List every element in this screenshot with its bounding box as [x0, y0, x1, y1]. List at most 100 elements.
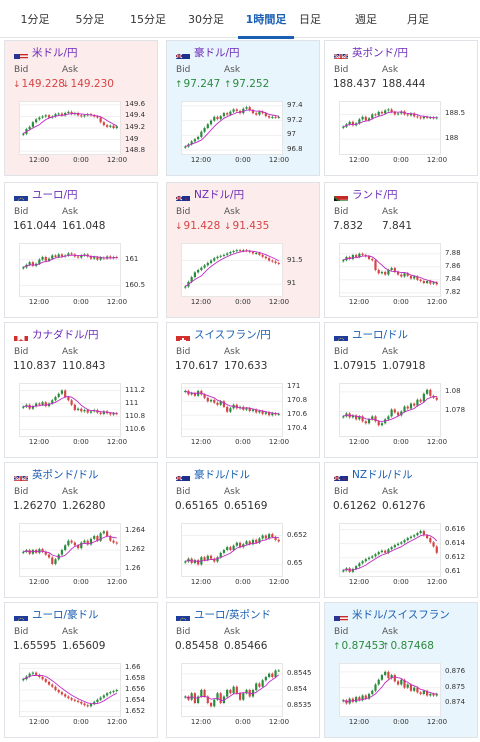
candle-body: [367, 693, 371, 699]
currency-card[interactable]: NZドル/円 Bid Ask ↓91.428 ↓91.435 91.5 91 12:00 0:0…: [166, 182, 320, 318]
y-tick-label: 0.65: [287, 559, 303, 568]
candle-body: [219, 116, 222, 120]
bid-value-group: 0.61262: [333, 500, 376, 512]
y-tick-label: 1.262: [125, 545, 146, 553]
pair-name-link[interactable]: NZドル/ドル: [352, 469, 413, 481]
ask-value: 0.61276: [382, 500, 426, 512]
currency-card[interactable]: 豪ドル/ドル Bid Ask 0.65165 0.65169 0.652 0.65 12:00…: [166, 462, 320, 598]
pair-name-link[interactable]: ユーロ/円: [32, 189, 78, 201]
currency-card[interactable]: ユーロ/英ポンド Bid Ask 0.85458 0.85466 0.8545 0.854 0…: [166, 602, 320, 738]
tab-5min[interactable]: 5分足: [62, 0, 118, 38]
pair-name-link[interactable]: スイスフラン/円: [194, 329, 271, 341]
candle-body: [206, 262, 209, 266]
candle-body: [115, 542, 118, 544]
price-chart: 1.264 1.262 1.26 12:00 0:00 12:00: [13, 521, 153, 597]
x-tick-label: 12:00: [268, 298, 290, 306]
price-chart: 188.5 188 12:00 0:00 12:00: [333, 99, 473, 175]
pair-name-link[interactable]: ユーロ/ドル: [352, 329, 409, 341]
candle-body: [371, 114, 374, 119]
candle-body: [374, 684, 377, 691]
candle-body: [35, 403, 38, 407]
pair-name-link[interactable]: 英ポンド/円: [352, 47, 409, 59]
x-tick-label: 0:00: [235, 578, 251, 586]
currency-card[interactable]: 豪ドル/円 Bid Ask ↑97.247 ↑97.252 97.4 97.2 97 96.8 1…: [166, 40, 320, 176]
x-tick-label: 12:00: [426, 438, 448, 446]
bid-value-group: 188.437: [333, 78, 376, 90]
currency-card[interactable]: 米ドル/スイスフラン Bid Ask ↑0.87453 ↑0.87468 0.876 0.8…: [324, 602, 478, 738]
y-tick-label: 0.854: [287, 685, 308, 693]
candle-body: [105, 531, 109, 537]
currency-card[interactable]: NZドル/ドル Bid Ask 0.61262 0.61276 0.616 0.614 0.6…: [324, 462, 478, 598]
currency-card[interactable]: ユーロ/円 Bid Ask 161.044 161.048 161 160.5 12:00 0:…: [4, 182, 158, 318]
x-tick-label: 12:00: [426, 578, 448, 586]
candle-body: [277, 539, 280, 542]
tab-30min[interactable]: 30分足: [178, 0, 234, 38]
candle-body: [193, 139, 197, 142]
ask-value: 0.87468: [390, 640, 434, 652]
candle-body: [425, 116, 429, 118]
currency-card[interactable]: ユーロ/ドル Bid Ask 1.07915 1.07918 1.08 1.078 12:00…: [324, 322, 478, 458]
candle-body: [200, 131, 203, 137]
currency-card[interactable]: 米ドル/円 Bid Ask ↓149.228 ↓149.230 149.6 149.4 149…: [4, 40, 158, 176]
tab-1hour[interactable]: 1時間足: [238, 0, 294, 39]
x-tick-label: 12:00: [106, 156, 128, 164]
bid-value-group: 170.617: [175, 360, 218, 372]
currency-card[interactable]: ランド/円 Bid Ask 7.832 7.841 7.88 7.86 7.84 7.82 12:…: [324, 182, 478, 318]
pair-name-link[interactable]: ランド/円: [352, 189, 398, 201]
candle-body: [248, 107, 251, 111]
pair-name-link[interactable]: ユーロ/豪ドル: [32, 609, 99, 621]
pair-name-link[interactable]: 豪ドル/ドル: [194, 469, 251, 481]
candle-body: [413, 113, 416, 117]
candle-body: [99, 257, 102, 260]
tab-weekly[interactable]: 週足: [338, 0, 394, 38]
price-chart: 0.8545 0.854 0.8535 12:00 0:00 12:00: [175, 661, 315, 737]
ask-label: Ask: [382, 207, 399, 217]
candle-body: [54, 397, 57, 401]
ask-value: 110.843: [62, 360, 106, 372]
candle-body: [387, 671, 390, 679]
candle-body: [242, 250, 245, 252]
pair-name-link[interactable]: 豪ドル/円: [194, 47, 240, 59]
bid-label: Bid: [334, 65, 349, 75]
currency-card[interactable]: カナダドル/円 Bid Ask 110.837 110.843 111.2 111 110.8…: [4, 322, 158, 458]
pair-name-link[interactable]: 米ドル/スイスフラン: [352, 609, 450, 621]
candle-body: [371, 690, 374, 694]
ask-label: Ask: [382, 627, 399, 637]
tab-monthly[interactable]: 月足: [390, 0, 446, 38]
y-tick-label: 1.08: [445, 386, 461, 395]
candlestick-svg: [340, 670, 440, 705]
pair-name-link[interactable]: ユーロ/英ポンド: [194, 609, 272, 621]
bid-value-group: 110.837: [13, 360, 56, 372]
candle-body: [393, 111, 396, 115]
tab-15min[interactable]: 15分足: [120, 0, 176, 38]
candle-body: [238, 693, 242, 700]
currency-card[interactable]: ユーロ/豪ドル Bid Ask 1.65595 1.65609 1.66 1.658 1.65…: [4, 602, 158, 738]
candle-body: [47, 115, 51, 118]
candle-body: [83, 115, 86, 117]
pair-name-link[interactable]: 米ドル/円: [32, 47, 78, 59]
pair-name-link[interactable]: 英ポンド/ドル: [32, 469, 99, 481]
pair-name-link[interactable]: カナダドル/円: [32, 329, 99, 341]
candle-body: [44, 257, 47, 261]
y-tick-label: 1.652: [125, 706, 146, 715]
candle-body: [232, 686, 235, 694]
candle-body: [351, 698, 355, 702]
currency-card[interactable]: 英ポンド/ドル Bid Ask 1.26270 1.26280 1.264 1.262 1.2…: [4, 462, 158, 598]
tab-1min[interactable]: 1分足: [7, 0, 63, 38]
tab-daily[interactable]: 日足: [282, 0, 338, 38]
candle-body: [76, 408, 80, 410]
tab-label: 月足: [407, 13, 429, 26]
candle-body: [115, 126, 118, 128]
candle-body: [245, 541, 248, 545]
candle-body: [235, 109, 238, 111]
candlestick-svg: [340, 529, 440, 574]
candle-body: [109, 692, 112, 694]
moving-average-line: [343, 255, 437, 284]
pair-name-link[interactable]: NZドル/円: [194, 189, 245, 201]
candle-body: [364, 421, 367, 424]
candle-body: [248, 251, 251, 253]
currency-card[interactable]: スイスフラン/円 Bid Ask 170.617 170.633 171 170.8 170.…: [166, 322, 320, 458]
y-tick-label: 0.8535: [287, 701, 312, 710]
currency-card[interactable]: 英ポンド/円 Bid Ask 188.437 188.444 188.5 188 12:00 0…: [324, 40, 478, 176]
candle-body: [229, 111, 232, 115]
